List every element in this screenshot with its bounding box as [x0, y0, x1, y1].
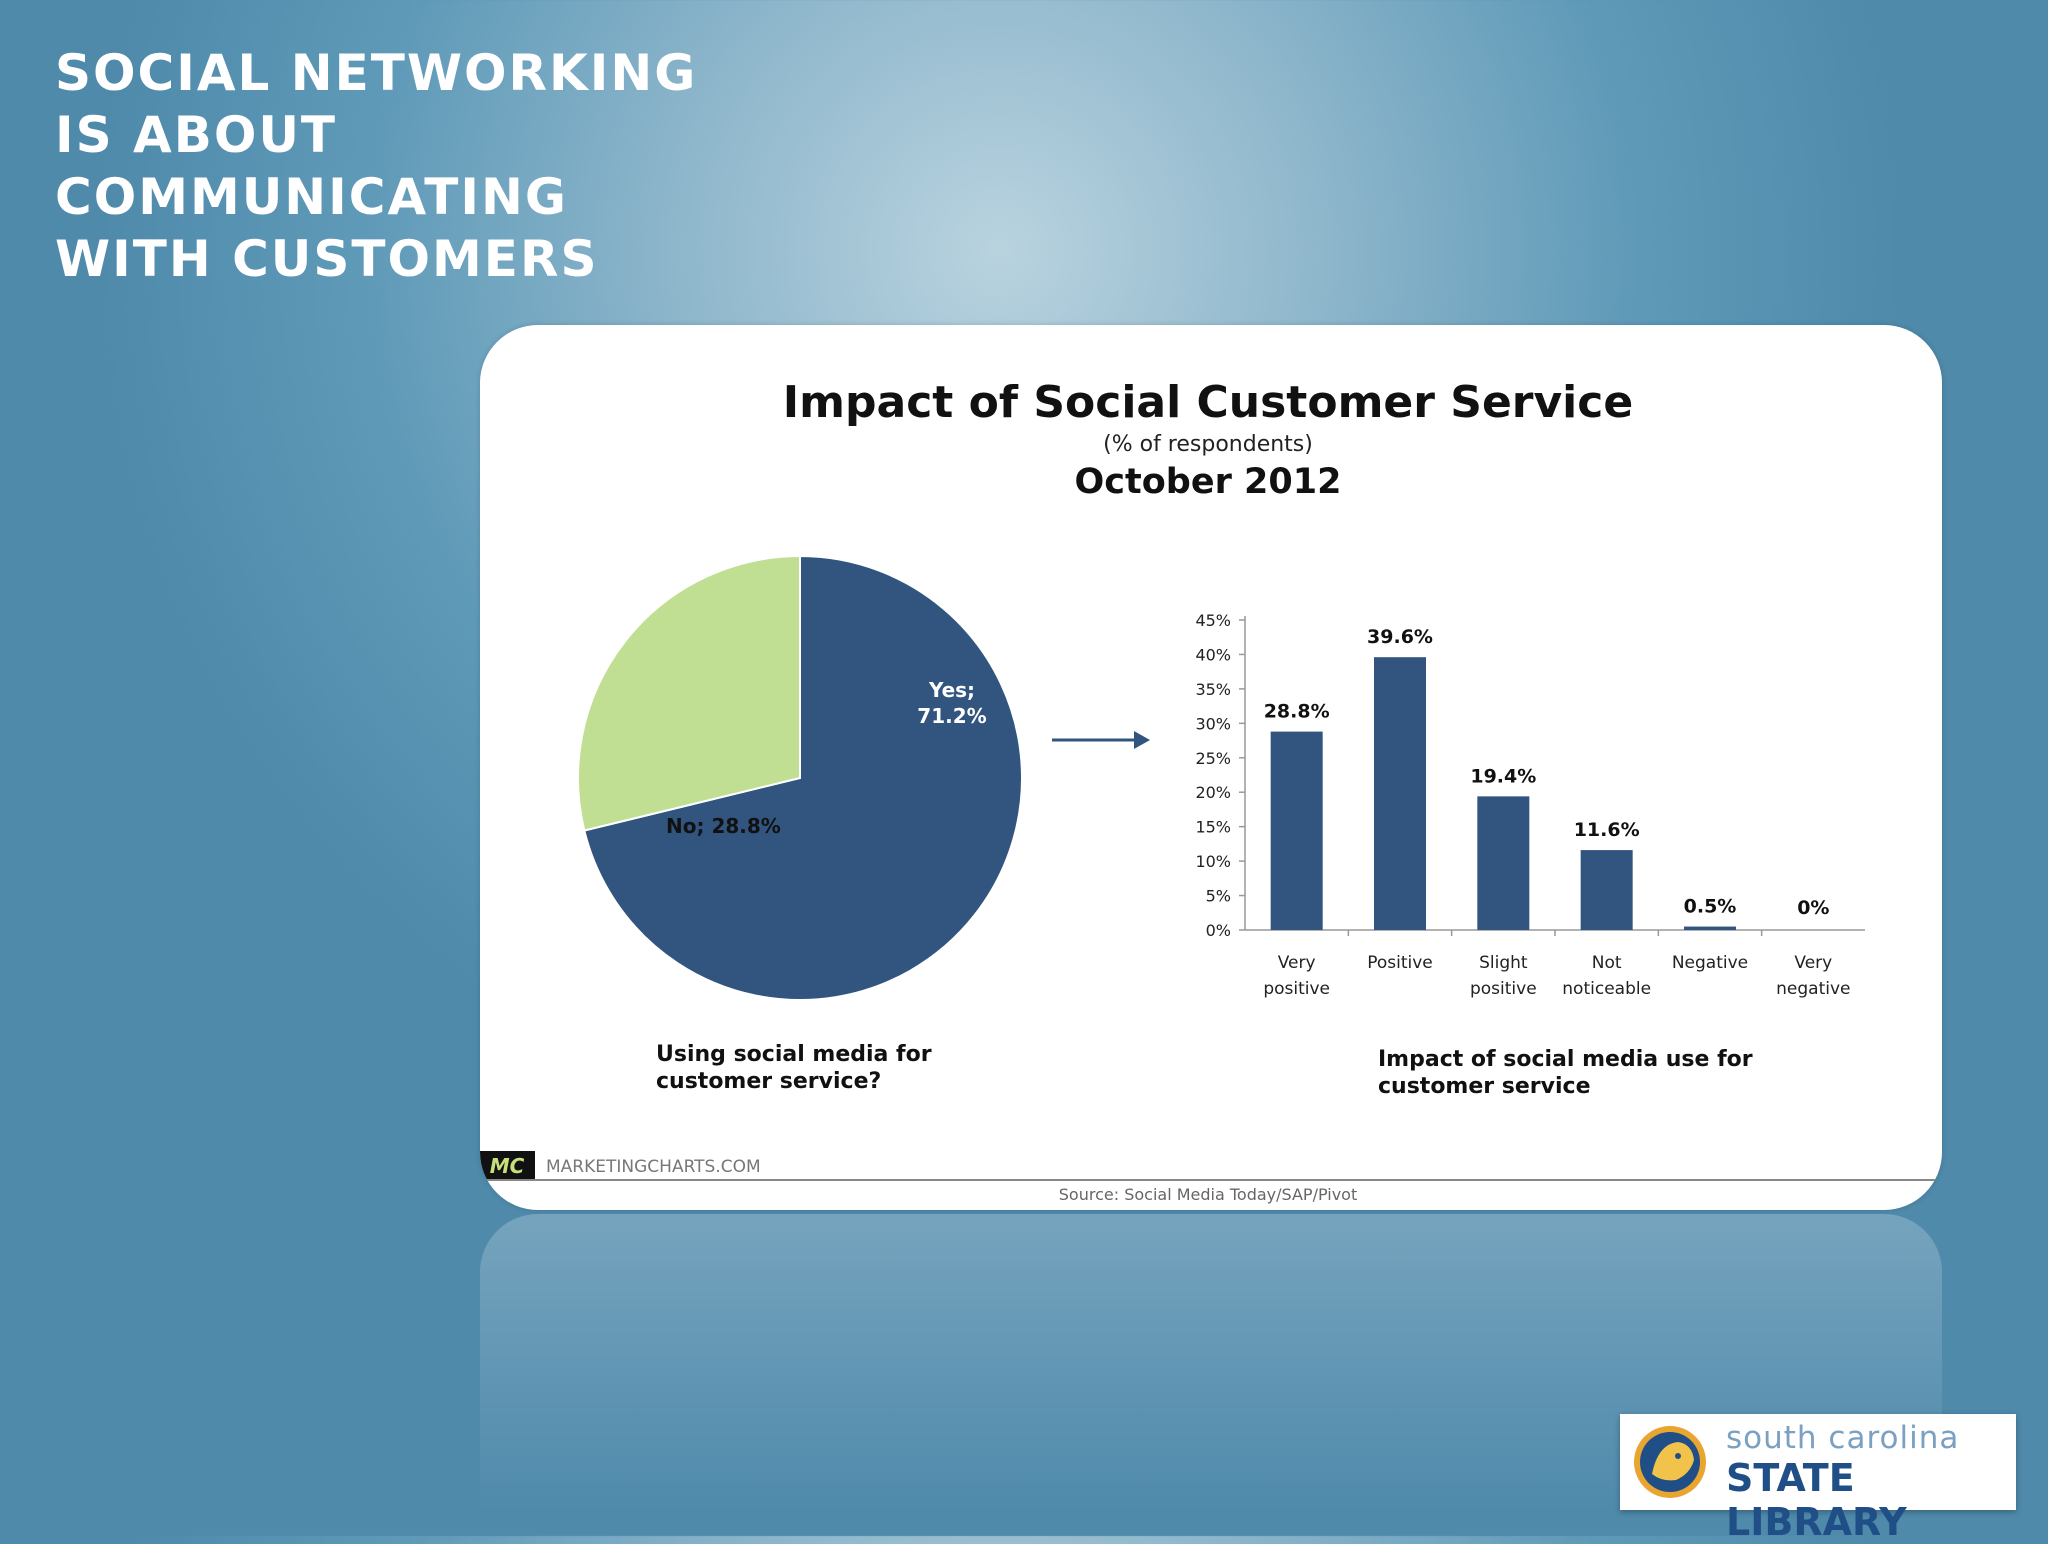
bar-0: [1270, 731, 1323, 930]
bar-category-label: Positive: [1367, 953, 1433, 973]
bar-category-label: positive: [1470, 979, 1537, 999]
brand-name: MARKETINGCHARTS.COM: [546, 1157, 761, 1177]
bar-value-label: 28.8%: [1264, 701, 1330, 723]
arrow-icon: [1052, 731, 1150, 749]
slide-title-line-4: WITH CUSTOMERS: [55, 230, 599, 288]
bar-4: [1684, 926, 1736, 930]
slide-title: SOCIAL NETWORKING IS ABOUT COMMUNICATING…: [55, 42, 697, 290]
logo-line-1: south carolina: [1726, 1420, 1960, 1456]
chart-subtitle: (% of respondents): [1103, 432, 1313, 457]
y-tick-label: 40%: [1195, 645, 1231, 664]
slide-title-line-1: SOCIAL NETWORKING: [55, 44, 698, 102]
y-tick-label: 0%: [1206, 921, 1231, 940]
y-tick-label: 35%: [1195, 680, 1231, 699]
pie-slice-yes: [583, 554, 1023, 1001]
bar-caption-line-2: customer service: [1378, 1074, 1591, 1099]
bar-category-label: Negative: [1672, 953, 1748, 973]
lion-seal-icon: [1634, 1426, 1706, 1498]
bar-category-label: Not: [1592, 953, 1622, 973]
pie-caption-line-1: Using social media for: [656, 1042, 932, 1067]
y-tick-label: 15%: [1195, 818, 1231, 837]
chart-svg: Impact of Social Customer Service (% of …: [480, 377, 1942, 1204]
chart-title: Impact of Social Customer Service: [783, 377, 1633, 428]
bar-category-label: positive: [1263, 979, 1330, 999]
y-tick-label: 30%: [1195, 714, 1231, 733]
pie-chart: Yes;71.2% No; 28.8%: [577, 554, 1023, 1001]
bar-value-label: 0.5%: [1684, 896, 1737, 918]
bar-category-label: Very: [1794, 953, 1832, 973]
bar-category-label: Slight: [1479, 953, 1528, 973]
brand-badge-bg: [480, 1151, 535, 1179]
bar-category-label: negative: [1776, 979, 1850, 999]
chart-card: Impact of Social Customer Service (% of …: [480, 325, 1942, 1210]
y-tick-label: 5%: [1206, 887, 1231, 906]
bar-category-label: Very: [1278, 953, 1316, 973]
y-tick-label: 10%: [1195, 852, 1231, 871]
y-tick-label: 45%: [1195, 611, 1231, 630]
source-note: Source: Social Media Today/SAP/Pivot: [1059, 1185, 1357, 1204]
slide-title-line-3: COMMUNICATING: [55, 168, 568, 226]
logo-line-2: STATE LIBRARY: [1726, 1456, 1907, 1544]
pie-caption-line-2: customer service?: [656, 1069, 881, 1094]
pie-value-yes: 71.2%: [917, 704, 986, 728]
bar-1: [1374, 657, 1426, 930]
bar-chart: 0% 5% 10% 15% 20% 25% 30% 35% 40% 45% 28.8% Very pos…: [1195, 611, 1865, 999]
state-library-logo: south carolina STATE LIBRARY: [1620, 1414, 2016, 1544]
pie-label-yes: Yes;: [928, 678, 975, 702]
bar-2: [1477, 796, 1530, 930]
bar-value-label: 11.6%: [1574, 819, 1640, 841]
pie-slice-no: [577, 554, 801, 832]
bar-value-label: 19.4%: [1470, 765, 1536, 787]
bar-3: [1580, 850, 1633, 930]
brand-badge: MC: [490, 1154, 525, 1178]
bar-value-label: 39.6%: [1367, 626, 1433, 648]
pie-label-no: No; 28.8%: [666, 814, 781, 838]
bar-caption-line-1: Impact of social media use for: [1378, 1047, 1753, 1072]
y-tick-label: 25%: [1195, 749, 1231, 768]
bar-category-label: noticeable: [1562, 979, 1651, 999]
y-tick-label: 20%: [1195, 783, 1231, 802]
bar-value-label: 0%: [1797, 897, 1829, 919]
slide-title-line-2: IS ABOUT: [55, 106, 338, 164]
chart-date: October 2012: [1075, 462, 1342, 502]
